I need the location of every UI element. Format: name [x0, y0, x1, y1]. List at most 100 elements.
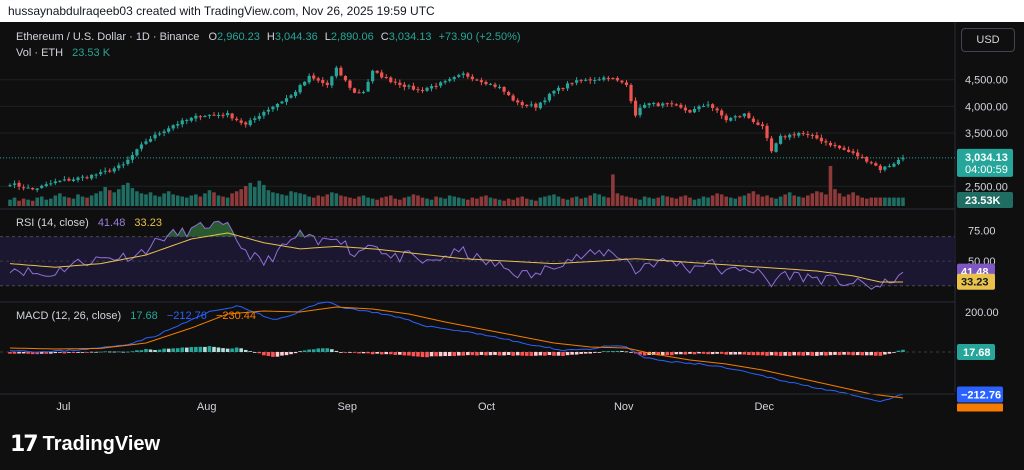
- volume-bar: [724, 196, 729, 206]
- volume-bar: [869, 197, 874, 206]
- candle-body: [538, 102, 542, 109]
- macd-histogram-bar: [148, 349, 153, 352]
- candle-body: [94, 174, 98, 176]
- macd-histogram-bar: [198, 346, 203, 352]
- candle-body: [448, 79, 452, 81]
- volume-bar: [810, 193, 815, 206]
- candle-body: [856, 152, 860, 157]
- candle-body: [561, 88, 565, 90]
- macd-histogram-bar: [121, 351, 126, 353]
- volume-bar: [284, 195, 289, 206]
- volume-bar: [443, 198, 447, 206]
- macd-histogram-bar: [874, 352, 878, 356]
- volume-bar: [162, 193, 166, 206]
- candle-body: [303, 81, 307, 86]
- candle-body: [352, 88, 357, 93]
- macd-histogram-bar: [466, 352, 470, 356]
- macd-histogram-bar: [370, 352, 375, 355]
- tradingview-logo[interactable]: 17 TradingView: [10, 432, 160, 457]
- macd-histogram-bar: [524, 352, 529, 356]
- macd-histogram-bar: [479, 352, 484, 355]
- volume-bar: [588, 195, 593, 206]
- macd-signal-line: [9, 306, 904, 399]
- chart-svg[interactable]: 4,500.00 4,000.00 3,500.00 2,500.00 3,034.13…: [0, 22, 1024, 420]
- macd-histogram-bar: [248, 351, 253, 352]
- volume-bar: [325, 194, 330, 206]
- macd-histogram-bar: [352, 352, 357, 353]
- volume-bar: [339, 195, 343, 206]
- volume-bar: [842, 196, 846, 206]
- macd-histogram-bar: [203, 346, 207, 352]
- candle-body: [384, 77, 388, 79]
- macd-histogram-bar: [44, 352, 49, 354]
- volume-bar: [674, 198, 679, 206]
- candle-body: [720, 110, 724, 116]
- volume-bar: [846, 194, 851, 206]
- price-tick-label: 4,000.00: [965, 101, 1008, 113]
- macd-histogram-bar: [760, 352, 765, 356]
- volume-bar: [878, 197, 883, 206]
- candle-body: [497, 86, 502, 88]
- macd-value-text: −212.76: [961, 390, 1001, 402]
- candle-body: [887, 166, 892, 168]
- macd-histogram-bar: [819, 352, 824, 356]
- macd-histogram-bar: [769, 352, 774, 356]
- volume-bar: [171, 194, 175, 206]
- candle-body: [769, 138, 774, 152]
- volume-bar: [447, 195, 452, 206]
- macd-histogram-bar: [710, 352, 715, 355]
- macd-histogram-bar: [234, 347, 239, 352]
- candle-body: [71, 179, 76, 181]
- candle-body: [792, 134, 796, 136]
- macd-histogram-bar: [656, 352, 661, 356]
- macd-histogram-bar: [384, 352, 389, 355]
- volume-bar: [438, 197, 443, 206]
- macd-histogram-bar: [475, 352, 479, 356]
- macd-histogram-bar: [629, 352, 633, 353]
- candle-body: [230, 113, 234, 119]
- currency-button[interactable]: USD: [961, 28, 1015, 52]
- candle-body: [398, 82, 402, 86]
- macd-histogram-bar: [842, 352, 846, 355]
- volume-bar: [484, 195, 488, 206]
- candle-body: [502, 86, 506, 92]
- macd-histogram-bar: [130, 351, 135, 353]
- candle-body: [665, 103, 669, 105]
- macd-histogram-bar: [239, 348, 243, 352]
- candle-body: [534, 103, 538, 108]
- candle-body: [289, 95, 293, 98]
- macd-histogram-bar: [896, 350, 901, 352]
- volume-badge: [957, 192, 1013, 208]
- tradingview-brand: TradingView: [42, 433, 161, 455]
- macd-pane: [0, 301, 955, 403]
- volume-bar: [348, 197, 352, 206]
- chart-area[interactable]: 4,500.00 4,000.00 3,500.00 2,500.00 3,034.13…: [0, 22, 1024, 420]
- candle-body: [108, 170, 112, 172]
- macd-histogram-bar: [80, 352, 85, 353]
- volume-bar: [135, 191, 139, 206]
- volume-bar: [175, 195, 180, 206]
- volume-bar: [602, 196, 606, 206]
- macd-histogram-bar: [651, 352, 656, 355]
- candle-body: [53, 181, 57, 184]
- macd-histogram-bar: [175, 348, 180, 352]
- volume-bar: [561, 198, 565, 206]
- macd-histogram-bar: [162, 348, 166, 352]
- candle-body: [860, 156, 864, 158]
- macd-histogram-bar: [810, 352, 815, 356]
- volume-bar: [792, 195, 797, 206]
- candle-body: [307, 75, 311, 83]
- volume-bar: [760, 196, 765, 206]
- candle-body: [729, 117, 733, 121]
- macd-histogram-bar: [26, 352, 30, 354]
- volume-bar: [756, 194, 760, 206]
- candle-body: [85, 177, 89, 179]
- volume-bar: [837, 193, 842, 206]
- macd-histogram-bar: [697, 352, 701, 354]
- macd-histogram-bar: [402, 352, 407, 356]
- candle-body: [361, 91, 366, 93]
- candle-body: [556, 87, 561, 91]
- volume-bar: [874, 197, 878, 206]
- volume-bar: [697, 198, 701, 206]
- candle-body: [611, 78, 615, 80]
